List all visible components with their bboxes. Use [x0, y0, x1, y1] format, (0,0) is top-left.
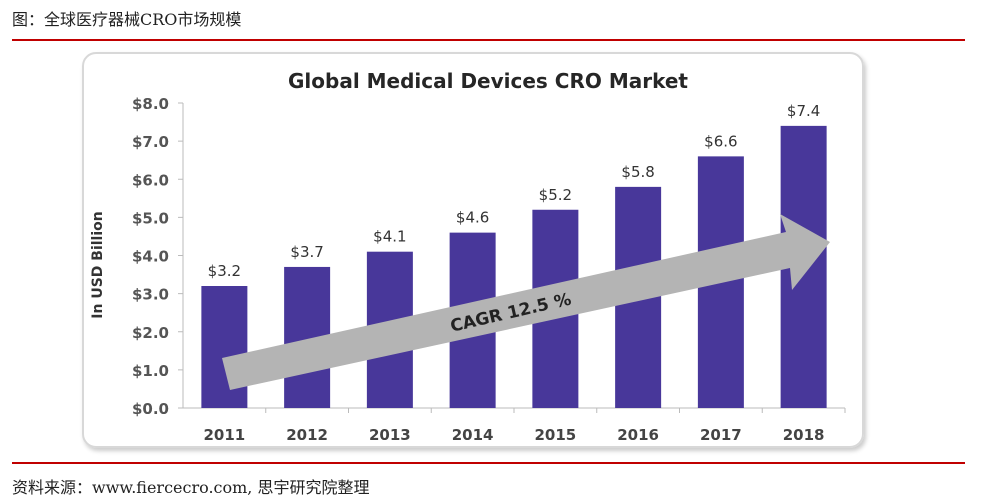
data-label: $3.2 — [208, 262, 241, 280]
y-tick-label: $7.0 — [132, 133, 169, 151]
x-tick-label: 2011 — [204, 426, 246, 444]
x-tick-label: 2017 — [700, 426, 742, 444]
y-axis-label: In USD Billion — [90, 211, 106, 318]
y-tick-label: $8.0 — [132, 95, 169, 113]
y-tick-label: $0.0 — [132, 400, 169, 418]
y-tick-label: $3.0 — [132, 286, 169, 304]
data-label: $5.2 — [539, 186, 572, 204]
y-tick-label: $1.0 — [132, 362, 169, 380]
x-tick-label: 2018 — [783, 426, 825, 444]
data-label: $5.8 — [621, 163, 654, 181]
top-divider — [12, 39, 965, 41]
y-tick-label: $5.0 — [132, 209, 169, 227]
x-tick-label: 2015 — [535, 426, 577, 444]
bottom-divider — [12, 462, 965, 464]
data-label: $6.6 — [704, 132, 737, 150]
y-tick-label: $6.0 — [132, 171, 169, 189]
x-tick-label: 2016 — [617, 426, 659, 444]
x-tick-label: 2012 — [286, 426, 328, 444]
chart-title: Global Medical Devices CRO Market — [288, 69, 688, 93]
data-label: $4.1 — [373, 228, 406, 246]
x-tick-label: 2014 — [452, 426, 494, 444]
cagr-arrow — [222, 214, 830, 390]
data-label: $7.4 — [787, 102, 820, 120]
bar-2011 — [201, 286, 248, 408]
figure-caption: 图：全球医疗器械CRO市场规模 — [12, 10, 242, 29]
x-tick-label: 2013 — [369, 426, 411, 444]
data-label: $4.6 — [456, 209, 489, 227]
y-tick-label: $2.0 — [132, 324, 169, 342]
data-label: $3.7 — [290, 243, 323, 261]
y-tick-label: $4.0 — [132, 248, 169, 266]
source-note: 资料来源：www.fiercecro.com, 思宇研究院整理 — [12, 478, 370, 497]
chart-frame — [82, 52, 864, 448]
